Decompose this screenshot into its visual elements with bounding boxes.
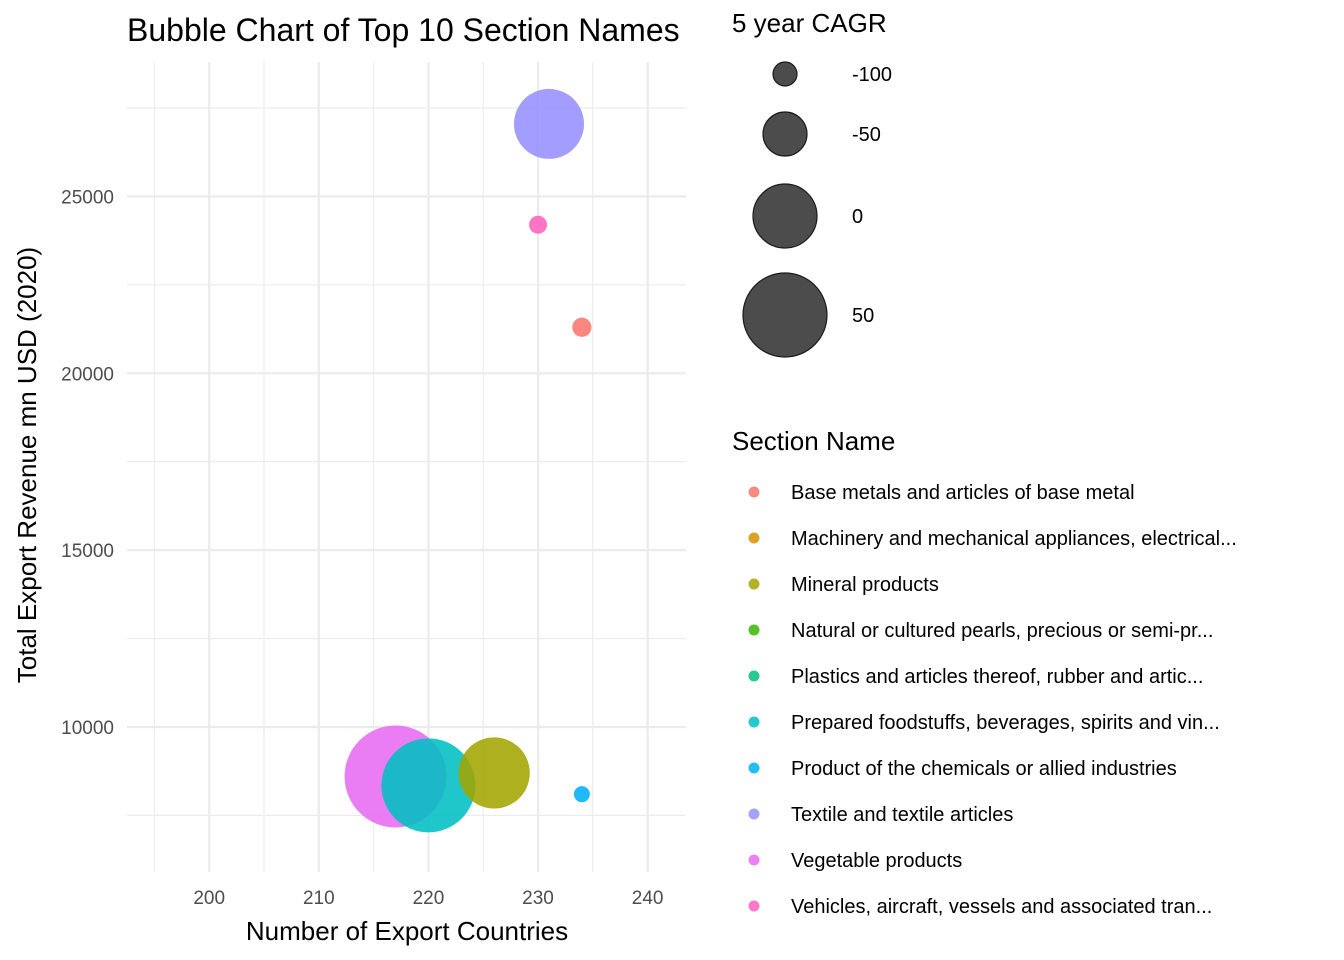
color-legend-key — [748, 762, 760, 774]
color-legend-key — [748, 900, 760, 912]
color-legend-key — [748, 808, 760, 820]
gridlines — [127, 62, 686, 872]
color-legend-label: Base metals and articles of base metal — [791, 482, 1135, 504]
size-legend-label: -100 — [852, 64, 892, 86]
color-legend-label: Vegetable products — [791, 850, 962, 872]
x-tick-label: 210 — [303, 888, 335, 909]
color-legend-key — [748, 670, 760, 682]
x-tick-label: 240 — [632, 888, 664, 909]
color-legend-key — [748, 486, 760, 498]
y-tick-label: 15000 — [61, 541, 114, 562]
size-legend-label: 0 — [852, 206, 863, 228]
y-tick-label: 10000 — [61, 718, 114, 739]
x-tick-label: 220 — [413, 888, 445, 909]
color-legend-key — [748, 624, 760, 636]
bubble-point — [513, 88, 584, 159]
bubble-point — [381, 738, 476, 833]
color-legend-label: Plastics and articles thereof, rubber an… — [791, 666, 1203, 688]
size-legend-label: -50 — [852, 124, 881, 146]
color-legend-key — [748, 578, 760, 590]
y-axis-title: Total Export Revenue mn USD (2020) — [12, 247, 42, 683]
size-legend: 5 year CAGR -100 -50 0 50 — [732, 8, 892, 358]
color-legend-label: Prepared foodstuffs, beverages, spirits … — [791, 712, 1220, 734]
y-tick-label: 25000 — [61, 187, 114, 208]
size-legend-key — [742, 272, 828, 358]
color-legend-title: Section Name — [732, 426, 895, 456]
color-legend-label: Mineral products — [791, 574, 939, 596]
size-legend-key — [752, 183, 818, 249]
color-legend-key — [748, 716, 760, 728]
color-legend-label: Product of the chemicals or allied indus… — [791, 758, 1177, 780]
size-legend-key — [772, 61, 798, 87]
y-tick-label: 20000 — [61, 364, 114, 385]
chart-title: Bubble Chart of Top 10 Section Names — [127, 12, 680, 48]
color-legend-label: Textile and textile articles — [791, 804, 1013, 826]
bubble-point — [529, 215, 548, 234]
bubble-point — [573, 786, 590, 803]
x-axis-title: Number of Export Countries — [246, 916, 568, 946]
x-tick-labels: 200 210 220 230 240 — [193, 888, 663, 909]
color-legend: Section Name Base metals and articles of… — [732, 426, 1237, 918]
bubble-point — [572, 317, 592, 337]
color-legend-label: Natural or cultured pearls, precious or … — [791, 620, 1213, 642]
x-tick-label: 230 — [522, 888, 554, 909]
y-tick-labels: 10000 15000 20000 25000 — [61, 187, 114, 739]
bubbles — [344, 88, 592, 833]
bubble-point — [458, 737, 530, 809]
color-legend-key — [748, 854, 760, 866]
size-legend-key — [762, 111, 808, 157]
x-tick-label: 200 — [193, 888, 225, 909]
color-legend-label: Machinery and mechanical appliances, ele… — [791, 528, 1237, 550]
size-legend-label: 50 — [852, 305, 874, 327]
color-legend-label: Vehicles, aircraft, vessels and associat… — [791, 896, 1212, 918]
size-legend-title: 5 year CAGR — [732, 8, 887, 38]
color-legend-key — [748, 532, 760, 544]
